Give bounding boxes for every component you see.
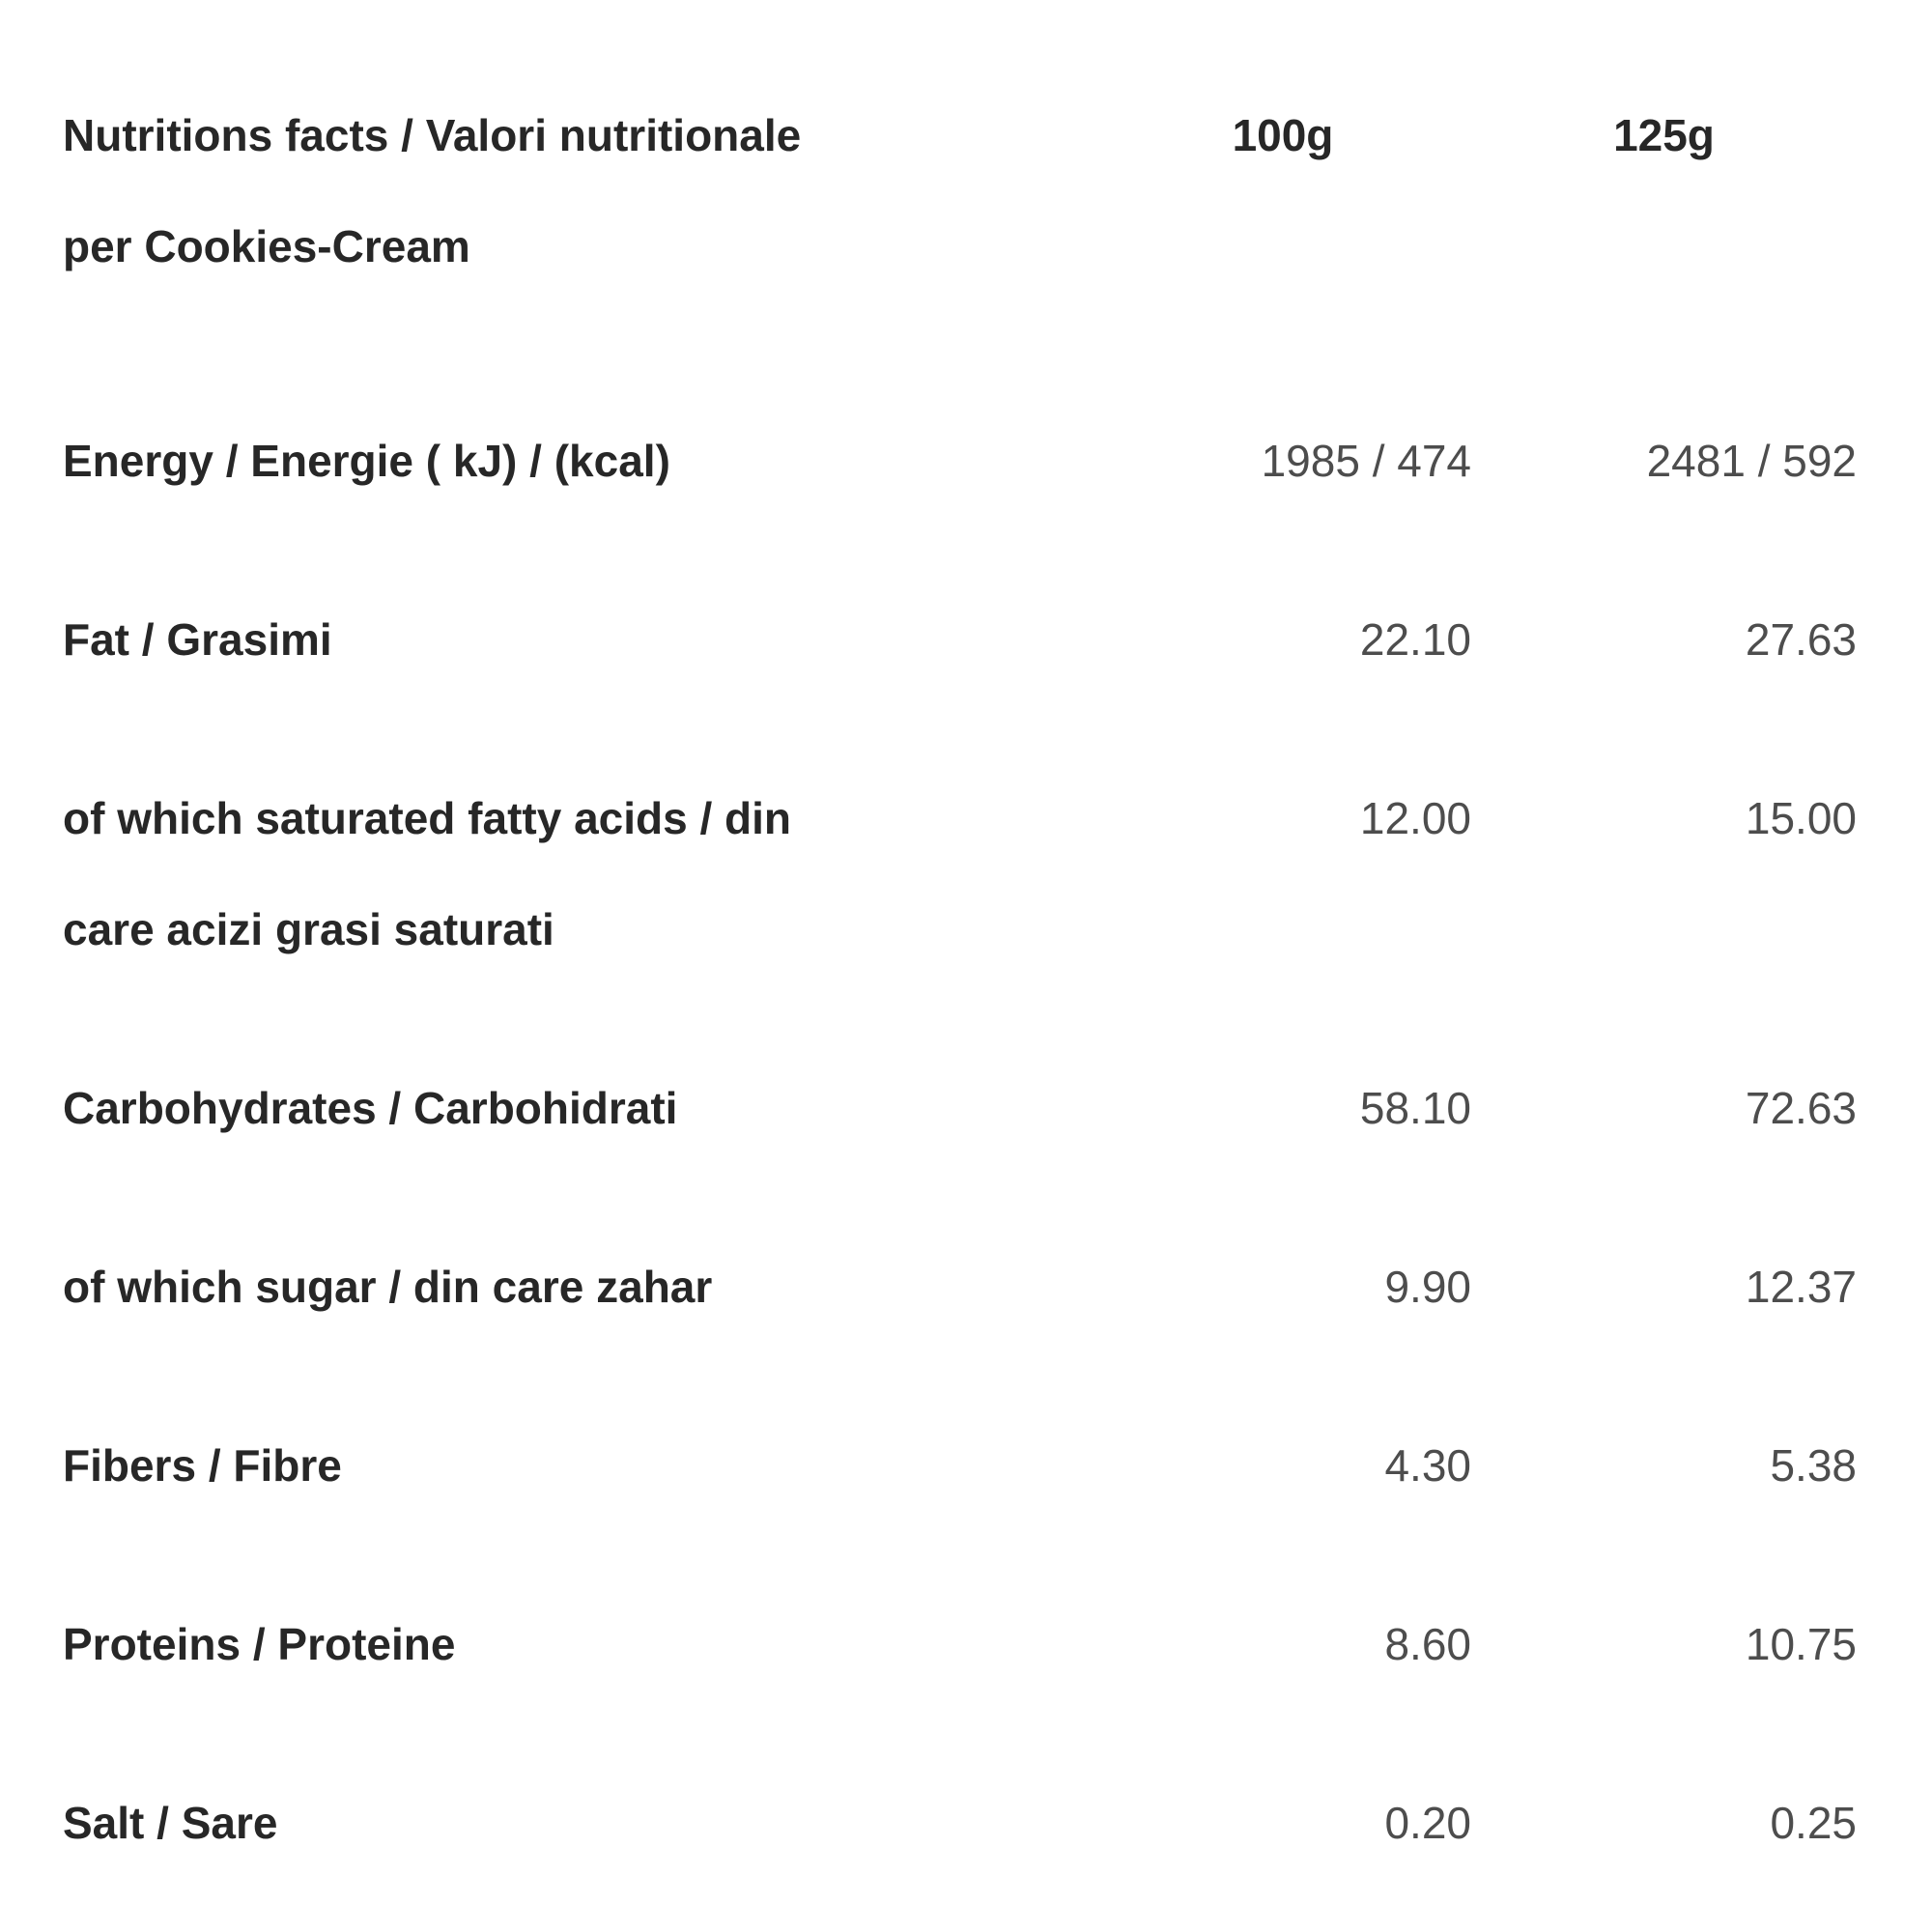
row-label: of which saturated fatty acids / din car… [63, 793, 792, 954]
value-100g: 12.00 [1359, 793, 1471, 843]
value-125g: 0.25 [1770, 1798, 1857, 1848]
table-row: Fat / Grasimi 22.10 27.63 [63, 551, 1857, 729]
table-row: Salt / Sare 0.20 0.25 [63, 1734, 1857, 1913]
column-header-100g: 100g [1232, 110, 1334, 160]
table-row: of which saturated fatty acids / din car… [63, 729, 1857, 1019]
table-header-row: Nutritions facts / Valori nutritionale p… [63, 24, 1857, 372]
value-100g: 1985 / 474 [1261, 436, 1471, 486]
table-row: Energy / Energie ( kJ) / (kcal) 1985 / 4… [63, 372, 1857, 551]
value-125g: 5.38 [1770, 1440, 1857, 1491]
row-label: Carbohydrates / Carbohidrati [63, 1083, 678, 1133]
row-label: Energy / Energie ( kJ) / (kcal) [63, 436, 670, 486]
value-125g: 2481 / 592 [1646, 436, 1857, 486]
row-label: Salt / Sare [63, 1798, 278, 1848]
row-label: Proteins / Proteine [63, 1619, 456, 1669]
column-header-125g: 125g [1613, 110, 1715, 160]
value-125g: 15.00 [1745, 793, 1857, 843]
table-row: Proteins / Proteine 8.60 10.75 [63, 1555, 1857, 1734]
value-100g: 0.20 [1384, 1798, 1471, 1848]
table-row: of which sugar / din care zahar 9.90 12.… [63, 1198, 1857, 1377]
row-label: of which sugar / din care zahar [63, 1262, 713, 1312]
value-100g: 8.60 [1384, 1619, 1471, 1669]
value-100g: 22.10 [1359, 614, 1471, 665]
table-title: Nutritions facts / Valori nutritionale p… [63, 110, 802, 271]
nutrition-table: Nutritions facts / Valori nutritionale p… [63, 24, 1857, 1913]
row-label: Fibers / Fibre [63, 1440, 342, 1491]
table-row: Carbohydrates / Carbohidrati 58.10 72.63 [63, 1019, 1857, 1198]
value-100g: 9.90 [1384, 1262, 1471, 1312]
row-label: Fat / Grasimi [63, 614, 332, 665]
value-100g: 4.30 [1384, 1440, 1471, 1491]
value-100g: 58.10 [1359, 1083, 1471, 1133]
value-125g: 27.63 [1745, 614, 1857, 665]
value-125g: 10.75 [1745, 1619, 1857, 1669]
value-125g: 72.63 [1745, 1083, 1857, 1133]
value-125g: 12.37 [1745, 1262, 1857, 1312]
table-row: Fibers / Fibre 4.30 5.38 [63, 1377, 1857, 1555]
